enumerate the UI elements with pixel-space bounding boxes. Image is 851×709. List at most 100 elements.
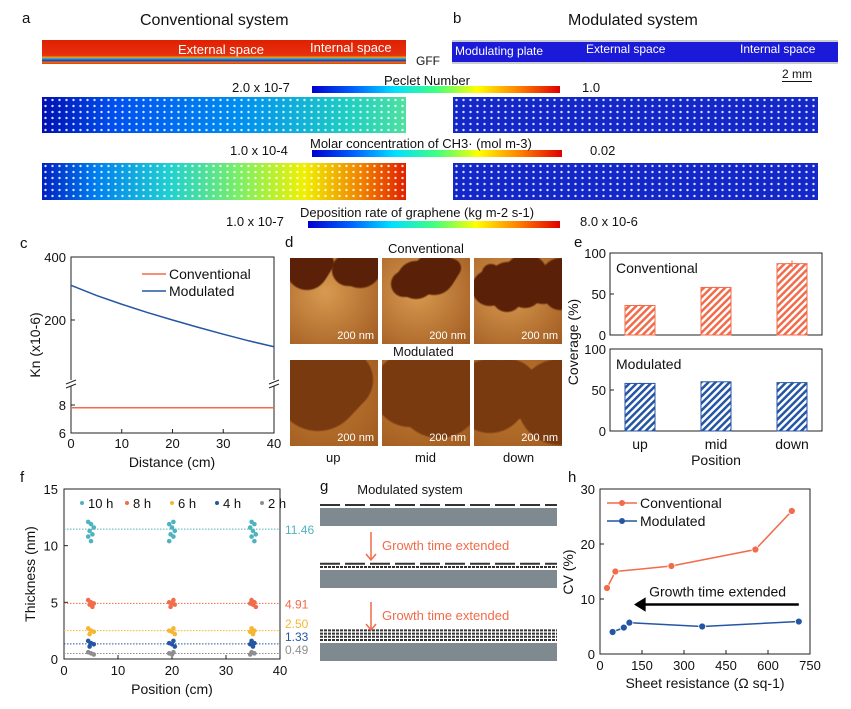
data-point-conventional: [751, 545, 760, 554]
axis-break-marks: [65, 379, 280, 389]
data-point-10h: [166, 521, 172, 527]
y-tick-label: 50: [592, 383, 606, 398]
panel-g-title: Modulated system: [357, 482, 463, 497]
x-tick-label: 0: [67, 436, 74, 451]
afm-image-modulated-down: 200 nm: [474, 360, 562, 446]
data-point-10h: [172, 528, 178, 534]
panel-label-b: b: [453, 10, 462, 27]
growth-step-label: Growth time extended: [382, 538, 509, 553]
substrate-3: [320, 643, 557, 661]
afm-scale-bar: 200 nm: [429, 432, 466, 444]
afm-image-conventional-up: 200 nm: [290, 258, 378, 344]
x-tick-label: 40: [273, 663, 287, 678]
panel-label-a: a: [22, 10, 31, 27]
x-tick-label: 20: [165, 663, 179, 678]
afm-scale-bar: 200 nm: [337, 432, 374, 444]
afm-image-modulated-mid: 200 nm: [382, 360, 470, 446]
data-point-10h: [90, 532, 95, 537]
y-axis-label: Thickness (nm): [22, 526, 38, 622]
bar-modulated-down: [776, 382, 808, 432]
legend-marker: [80, 501, 84, 505]
data-point-8h: [172, 602, 178, 607]
data-point-4h: [87, 644, 92, 649]
data-point-conventional: [603, 584, 611, 592]
colorbar-molar: [312, 150, 562, 157]
left-arrow-icon: [634, 597, 799, 612]
data-point-10h: [88, 521, 94, 527]
y-tick-label: 200: [44, 313, 66, 328]
data-point-10h: [253, 532, 259, 537]
colorbar-molar-min: 1.0 x 10-4: [230, 143, 288, 158]
x-tick-label: 300: [673, 658, 695, 673]
afm-scale-bar: 200 nm: [429, 330, 466, 342]
x-tick-label: 0: [60, 663, 67, 678]
y-tick-label: 10: [44, 539, 58, 554]
y-axis-label: CV (%): [560, 549, 576, 594]
y-tick-label: 0: [599, 328, 606, 343]
modulating-plate-label: Modulating plate: [455, 44, 544, 58]
series-line-modulated: [70, 284, 275, 348]
bar-modulated-up: [624, 382, 656, 432]
conventional-molar-map: [42, 97, 406, 133]
legend-label: Modulated: [169, 283, 234, 299]
data-point-10h: [252, 538, 257, 544]
data-point-modulated: [698, 622, 707, 631]
subplot-label: Conventional: [616, 260, 698, 276]
y-tick-label: 50: [592, 287, 606, 302]
data-point-6h: [250, 631, 256, 637]
scale-bar-2mm: 2 mm: [782, 67, 812, 82]
data-point-4h: [91, 641, 97, 647]
data-point-10h: [171, 519, 176, 525]
colorbar-deposition-min: 1.0 x 10-7: [226, 214, 284, 229]
axis-break-gap: [60, 380, 280, 386]
panel-label-e: e: [574, 234, 582, 251]
data-point-modulated: [608, 628, 617, 636]
data-point-10h: [252, 521, 257, 527]
panel-label-h: h: [568, 469, 576, 486]
x-tick-label: up: [632, 436, 648, 452]
external-space-label-a: External space: [178, 42, 264, 57]
growth-step-label: Growth time extended: [382, 608, 509, 623]
bar-conventional-up: [624, 304, 656, 336]
mean-label: 0.49: [285, 643, 309, 657]
conventional-peclet-strip: [42, 40, 406, 64]
legend-marker: [619, 518, 625, 524]
afm-scale-bar: 200 nm: [521, 330, 558, 342]
mean-label: 11.46: [285, 523, 314, 537]
data-point-4h: [250, 644, 256, 649]
panel-a-title: Conventional system: [140, 12, 289, 29]
legend-label: 4 h: [223, 496, 241, 511]
panel-label-d: d: [285, 234, 294, 251]
afm-conventional-label: Conventional: [388, 241, 464, 256]
afm-scale-bar: 200 nm: [521, 432, 558, 444]
y-tick-label: 6: [59, 426, 66, 441]
data-point-modulated: [619, 623, 628, 632]
afm-position-mid: mid: [415, 450, 436, 465]
y-tick-label: 0: [51, 652, 58, 667]
data-point-conventional: [611, 567, 620, 576]
modulated-molar-map: [453, 97, 818, 133]
legend-label: Modulated: [640, 513, 705, 529]
data-point-8h: [90, 604, 95, 610]
colorbar-molar-label: Molar concentration of CH3· (mol m-3): [310, 136, 532, 151]
x-tick-label: 600: [757, 658, 779, 673]
colorbar-peclet-max: 1.0: [582, 80, 601, 95]
data-point-10h: [87, 528, 92, 534]
colorbar-deposition-max: 8.0 x 10-6: [580, 214, 638, 229]
y-axis-label: Kn (x10-6): [27, 312, 43, 377]
gff-label: GFF: [416, 54, 440, 68]
data-point-10h: [91, 525, 97, 530]
data-point-4h: [172, 644, 178, 649]
modulated-deposition-map: [453, 163, 818, 200]
data-point-8h: [168, 604, 173, 610]
colorbar-molar-max: 0.02: [590, 143, 616, 158]
legend-label: 6 h: [178, 496, 196, 511]
y-tick-label: 100: [584, 342, 606, 357]
data-point-10h: [171, 534, 176, 539]
data-point-10h: [250, 528, 256, 534]
data-point-10h: [88, 538, 94, 544]
y-tick-label: 400: [44, 250, 66, 265]
bar-conventional-down: [776, 263, 808, 336]
legend-label: Conventional: [169, 266, 251, 282]
